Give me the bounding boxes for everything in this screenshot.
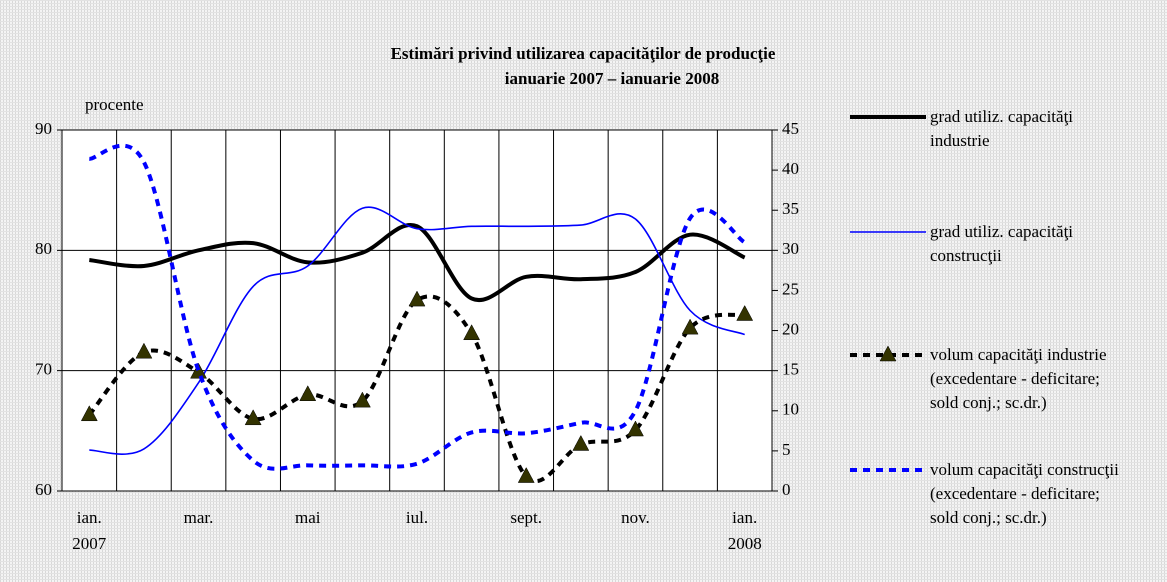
y-tick-label: 60 (35, 480, 52, 499)
chart-subtitle: ianuarie 2007 – ianuarie 2008 (505, 69, 719, 88)
marker (80, 405, 98, 422)
marker (627, 420, 644, 437)
marker (736, 304, 754, 321)
marker (681, 318, 699, 335)
y-tick-label: 70 (35, 360, 52, 379)
legend-label: volum capacităţi construcţii (excedentar… (930, 460, 1119, 527)
y2-tick-label: 30 (782, 239, 799, 258)
y-axis-label: procente (85, 95, 144, 114)
marker (408, 290, 426, 307)
series-line (89, 206, 746, 455)
series-line (89, 222, 746, 303)
y2-tick-label: 10 (782, 400, 799, 419)
y2-tick-label: 0 (782, 480, 791, 499)
marker (353, 391, 371, 408)
x-tick-label: ian. 2007 (72, 508, 107, 553)
plot-area (61, 129, 773, 492)
y2-tick-label: 5 (782, 440, 791, 459)
series-line (88, 143, 746, 471)
y-tick-label: 80 (35, 239, 52, 258)
x-tick-label: sept. (510, 508, 543, 527)
legend-label: grad utiliz. capacităţi industrie (930, 107, 1074, 150)
y2-tick-label: 20 (782, 319, 799, 338)
legend-label: grad utiliz. capacităţi construcţii (930, 222, 1074, 265)
x-tick-label: ian. 2008 (727, 508, 762, 553)
x-tick-label: mai (295, 508, 321, 527)
y2-tick-label: 45 (782, 119, 799, 138)
y2-tick-label: 25 (782, 279, 799, 298)
marker (190, 362, 207, 379)
marker (572, 434, 590, 451)
chart-title: Estimări privind utilizarea capacităţilo… (391, 44, 776, 63)
marker (463, 324, 481, 341)
marker (517, 467, 535, 483)
x-tick-label: nov. (621, 508, 650, 527)
marker (244, 409, 262, 426)
y-tick-label: 90 (35, 119, 52, 138)
x-tick-label: mar. (183, 508, 214, 527)
y2-tick-label: 40 (782, 159, 799, 178)
legend-label: volum capacităţi industrie (excedentare … (930, 345, 1107, 412)
marker (299, 385, 317, 401)
y2-tick-label: 35 (782, 199, 799, 218)
x-tick-label: iul. (405, 508, 429, 527)
marker (135, 342, 153, 359)
y2-tick-label: 15 (782, 360, 799, 379)
legend-marker (879, 345, 897, 362)
